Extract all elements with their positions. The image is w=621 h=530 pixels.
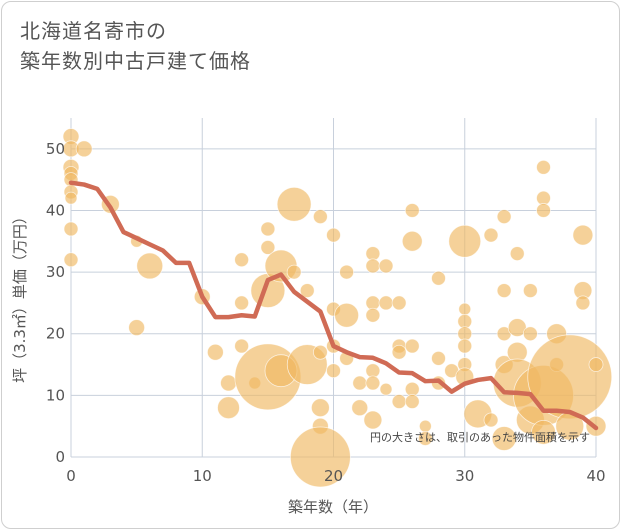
data-bubble	[352, 375, 368, 391]
data-bubble	[391, 344, 407, 360]
x-tick-label: 30	[455, 467, 474, 485]
data-bubble	[378, 295, 394, 311]
data-bubble	[310, 398, 330, 418]
data-bubble	[496, 209, 512, 225]
data-bubble	[299, 283, 315, 298]
data-bubble	[404, 381, 420, 397]
data-bubble	[365, 246, 381, 262]
data-bubble	[334, 302, 360, 328]
data-bubble	[136, 252, 164, 280]
y-tick-label: 0	[55, 448, 65, 466]
x-tick-label: 40	[586, 467, 605, 485]
trend-line	[68, 180, 599, 431]
data-bubble	[401, 230, 423, 252]
data-bubble	[575, 295, 591, 311]
data-bubble	[365, 258, 381, 274]
data-bubble	[536, 159, 551, 175]
data-bubble	[312, 209, 328, 225]
data-bubble	[234, 295, 250, 311]
data-bubble	[531, 419, 556, 445]
data-bubble	[457, 313, 473, 329]
data-bubble	[572, 224, 594, 246]
data-bubble	[220, 374, 237, 392]
data-bubble	[312, 344, 328, 360]
y-tick-label: 40	[46, 201, 65, 219]
data-bubble	[457, 326, 473, 342]
data-bubble	[128, 319, 146, 336]
data-bubble	[289, 426, 351, 488]
size-note: 円の大きさは、取引のあった物件面積を示す	[370, 430, 590, 444]
data-bubble	[365, 375, 381, 391]
bubbles	[62, 128, 613, 488]
data-bubble	[404, 394, 420, 409]
data-bubble	[417, 431, 433, 446]
chart-title-line-1: 北海道名寄市の	[20, 19, 167, 43]
data-bubble	[431, 350, 446, 366]
data-bubble	[448, 224, 482, 258]
data-bubble	[63, 221, 79, 237]
x-axis-title: 築年数（年）	[288, 498, 378, 516]
data-bubble	[507, 318, 527, 337]
data-bubble	[234, 338, 250, 354]
y-axis-title: 坪（3.3㎡）単価（万円）	[11, 209, 29, 383]
data-bubble	[365, 295, 381, 311]
data-bubble	[522, 326, 538, 342]
data-bubble	[234, 252, 250, 268]
tick-labels: 0 10 20 30 40 0 10 20 30 40 50	[46, 140, 606, 485]
trend-line-group	[68, 180, 599, 431]
data-bubble	[391, 295, 407, 311]
chart-title: 北海道名寄市の 築年数別中古戸建て価格	[20, 16, 251, 76]
data-bubble	[63, 252, 79, 268]
data-bubble	[404, 203, 420, 218]
data-bubble	[326, 227, 341, 243]
data-bubble	[588, 357, 604, 372]
data-bubble	[536, 190, 551, 206]
y-tick-label: 50	[46, 140, 65, 158]
data-bubble	[536, 203, 551, 218]
y-tick-label: 30	[46, 263, 65, 281]
data-bubble	[483, 227, 499, 243]
data-bubble	[339, 264, 355, 280]
data-bubble	[483, 412, 499, 428]
x-tick-label: 10	[193, 467, 212, 485]
data-bubble	[522, 283, 538, 298]
data-bubble	[276, 186, 312, 222]
data-bubble	[365, 363, 381, 379]
data-bubble	[206, 343, 224, 361]
data-bubble	[491, 426, 517, 451]
y-tick-label: 10	[46, 386, 65, 404]
data-bubble	[286, 264, 302, 280]
data-bubble	[365, 307, 381, 323]
data-bubble	[496, 283, 512, 298]
data-bubble	[431, 270, 446, 286]
data-bubble	[326, 363, 341, 379]
data-bubble	[379, 382, 393, 396]
data-bubble	[260, 240, 276, 255]
data-bubble	[391, 394, 407, 409]
data-bubble	[457, 338, 473, 354]
data-bubble	[363, 410, 383, 430]
data-bubble	[64, 191, 78, 205]
data-bubble	[404, 338, 420, 354]
data-bubble	[75, 140, 93, 158]
data-bubble	[217, 396, 240, 420]
chart-title-line-2: 築年数別中古戸建て価格	[20, 49, 251, 73]
x-tick-label: 20	[324, 467, 343, 485]
data-bubble	[351, 399, 369, 417]
data-bubble	[509, 246, 525, 262]
data-bubble	[378, 258, 394, 274]
y-tick-label: 20	[46, 325, 65, 343]
data-bubble	[260, 221, 276, 237]
data-bubble	[458, 302, 472, 316]
x-tick-label: 0	[66, 467, 76, 485]
